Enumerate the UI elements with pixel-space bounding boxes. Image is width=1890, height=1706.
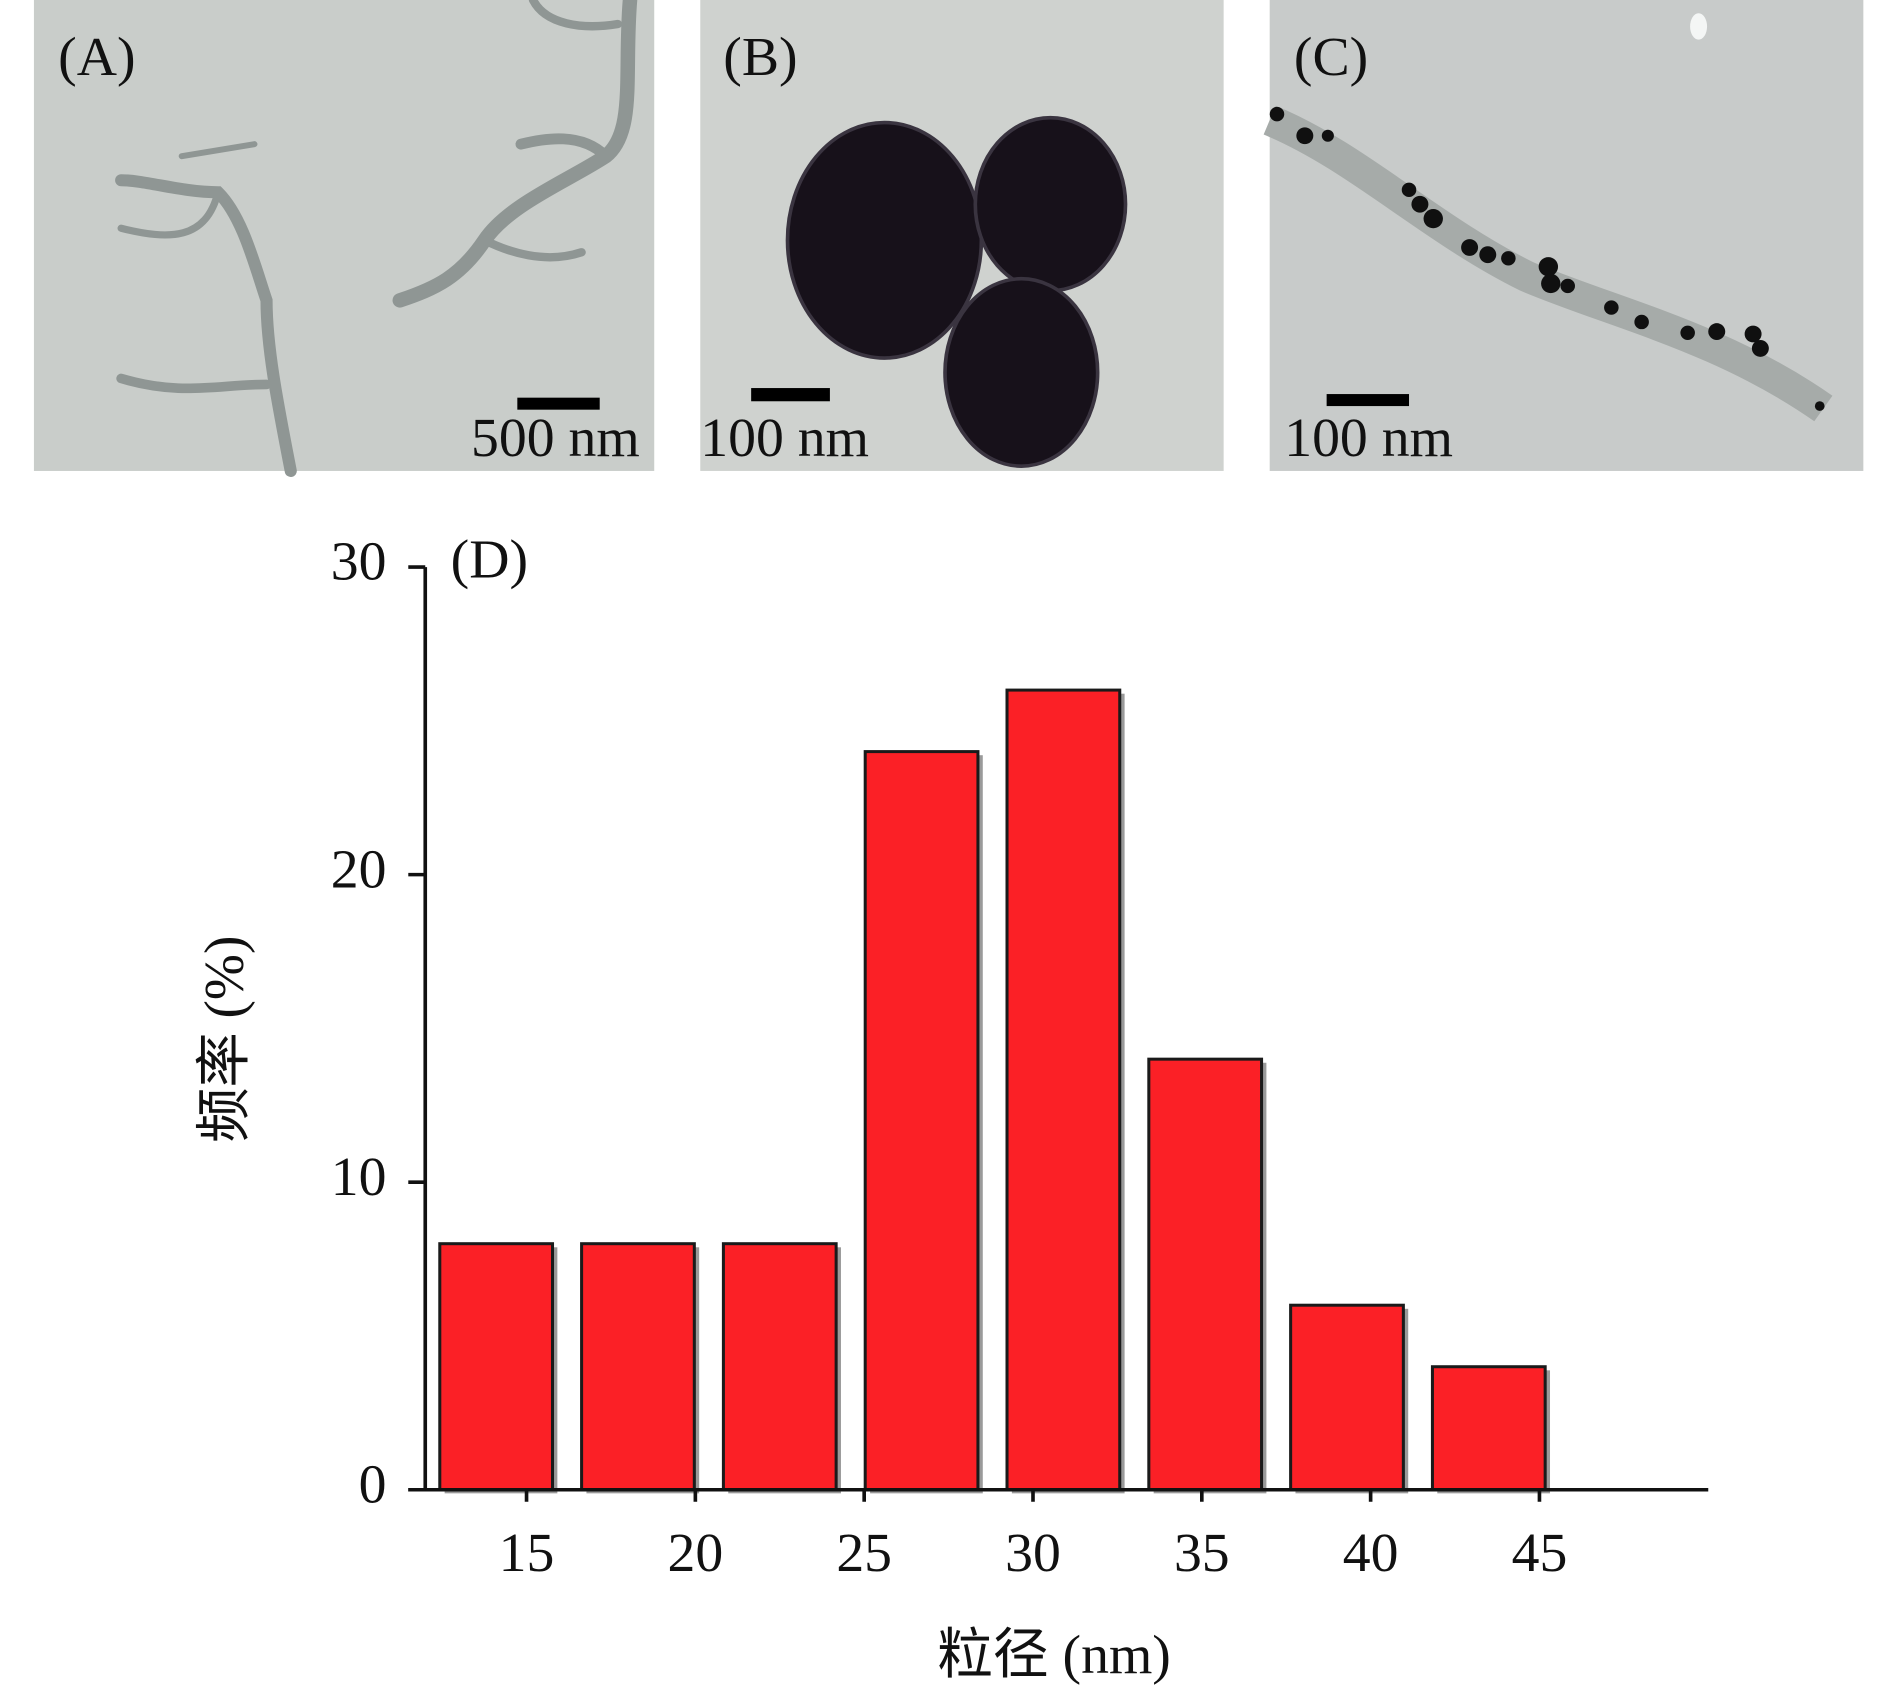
x-axis-title: 粒径 (nm) bbox=[937, 1625, 1171, 1686]
x-tick-label: 25 bbox=[836, 1523, 892, 1584]
bar bbox=[1147, 1057, 1264, 1492]
x-tick-label: 30 bbox=[1005, 1523, 1061, 1584]
bar bbox=[580, 1242, 696, 1492]
y-axis-title: 频率 (%) bbox=[195, 936, 256, 1143]
bar bbox=[438, 1242, 555, 1492]
y-tick-label: 0 bbox=[359, 1455, 387, 1516]
y-tick-label: 20 bbox=[331, 840, 387, 901]
bar bbox=[863, 750, 980, 1492]
y-tick-label: 30 bbox=[331, 532, 387, 593]
bar bbox=[1005, 688, 1122, 1492]
x-tick-label: 20 bbox=[668, 1523, 724, 1584]
x-tick-label: 35 bbox=[1174, 1523, 1230, 1584]
bar bbox=[1289, 1303, 1405, 1492]
bar bbox=[721, 1242, 838, 1492]
panel-label: (C) bbox=[1294, 27, 1368, 88]
scale-bar-label: 100 nm bbox=[700, 408, 869, 469]
scale-bar-label: 100 nm bbox=[1284, 408, 1453, 469]
panel-label: (A) bbox=[58, 27, 135, 88]
tem-image-b bbox=[700, 0, 1224, 471]
tem-image-a bbox=[33, 0, 655, 477]
bar bbox=[1430, 1365, 1547, 1492]
y-tick-label: 10 bbox=[331, 1147, 387, 1208]
x-tick-label: 45 bbox=[1512, 1523, 1568, 1584]
x-tick-label: 15 bbox=[499, 1523, 555, 1584]
scale-bar-label: 500 nm bbox=[471, 408, 640, 469]
panel-label: (B) bbox=[723, 27, 797, 88]
x-tick-label: 40 bbox=[1343, 1523, 1399, 1584]
panel-label: (D) bbox=[451, 530, 528, 591]
tem-image-c bbox=[1263, 0, 1864, 471]
